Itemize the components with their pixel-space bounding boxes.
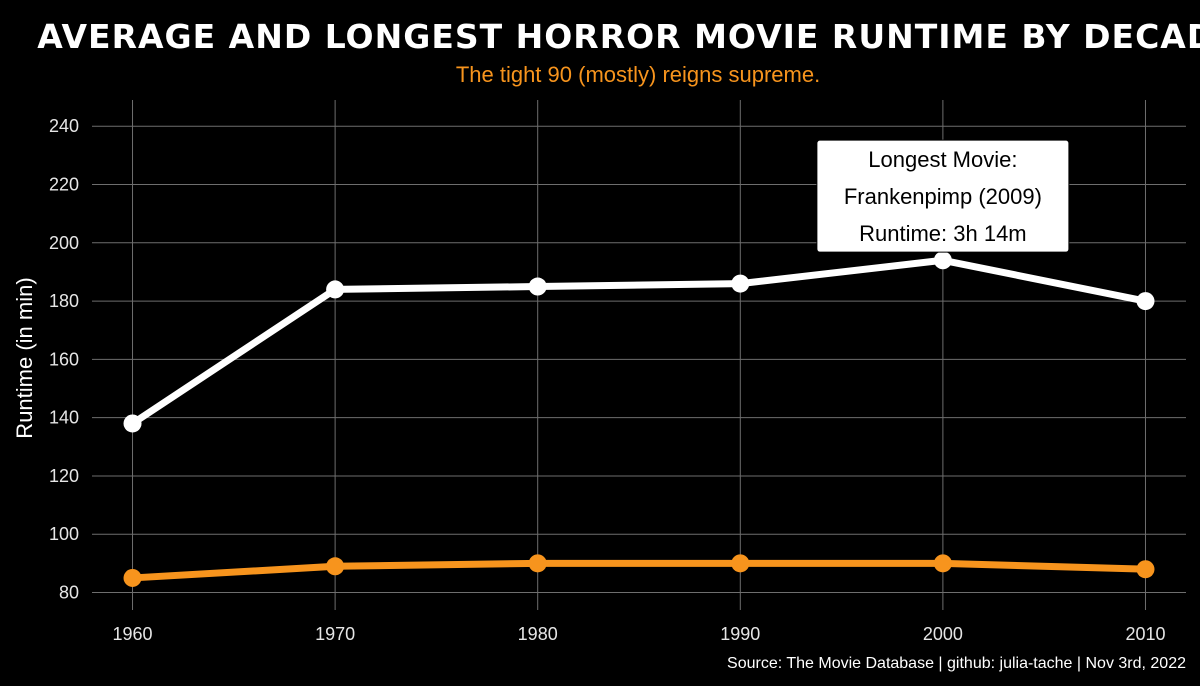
x-tick-label: 1960 — [112, 624, 152, 644]
y-tick-label: 160 — [49, 349, 79, 369]
annotation-line-2: Frankenpimp (2009) — [844, 184, 1042, 209]
chart-title: AVERAGE AND LONGEST HORROR MOVIE RUNTIME… — [37, 17, 1200, 56]
y-tick-label: 80 — [59, 583, 79, 603]
y-tick-label: 180 — [49, 291, 79, 311]
annotation-box — [816, 139, 1070, 253]
x-tick-label: 1980 — [518, 624, 558, 644]
x-tick-labels: 1960 1970 1980 1990 2000 2010 — [112, 624, 1165, 644]
series-2-point — [528, 554, 547, 573]
x-tick-label: 2000 — [923, 624, 963, 644]
series-2-point — [1136, 560, 1155, 579]
series-2 — [123, 554, 1155, 587]
y-tick-labels: 80 100 120 140 160 180 200 220 240 — [49, 116, 79, 602]
series-2-point — [933, 554, 952, 573]
series-1-point — [1136, 292, 1155, 311]
x-tick-label: 1990 — [720, 624, 760, 644]
annotation-line-3: Runtime: 3h 14m — [859, 221, 1027, 246]
series-2-line — [129, 559, 1149, 582]
series-layer — [123, 251, 1155, 587]
series-1-point — [731, 274, 750, 293]
series-1-point — [123, 414, 142, 433]
y-tick-label: 200 — [49, 233, 79, 253]
series-2-point — [326, 557, 345, 576]
series-1 — [123, 251, 1155, 433]
series-1-point — [326, 280, 345, 299]
series-1-line — [129, 256, 1149, 427]
series-1-point — [528, 277, 547, 296]
annotation-line-1: Longest Movie: — [868, 147, 1017, 172]
series-1-point — [933, 251, 952, 270]
y-tick-label: 220 — [49, 175, 79, 195]
y-tick-label: 120 — [49, 466, 79, 486]
x-tick-label: 2010 — [1125, 624, 1165, 644]
series-2-point — [123, 568, 142, 587]
chart-subtitle: The tight 90 (mostly) reigns supreme. — [456, 62, 820, 87]
y-tick-label: 240 — [49, 116, 79, 136]
longest-movie-annotation: Longest Movie: Frankenpimp (2009) Runtim… — [816, 139, 1070, 253]
series-2-point — [731, 554, 750, 573]
y-axis-title: Runtime (in min) — [12, 277, 37, 438]
y-tick-label: 140 — [49, 408, 79, 428]
y-tick-label: 100 — [49, 524, 79, 544]
chart-caption: Source: The Movie Database | github: jul… — [727, 655, 1186, 672]
x-tick-label: 1970 — [315, 624, 355, 644]
